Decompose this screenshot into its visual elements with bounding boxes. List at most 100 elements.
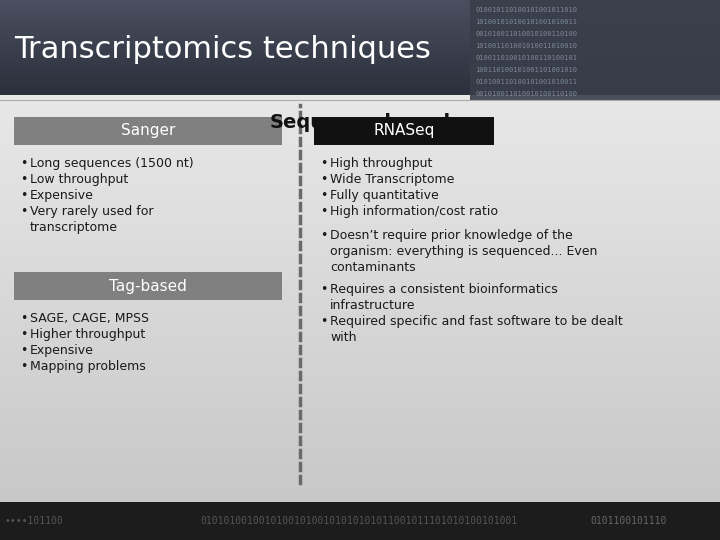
Bar bbox=[0, 350, 720, 351]
Bar bbox=[0, 104, 720, 105]
Bar bbox=[0, 309, 720, 310]
Bar bbox=[0, 16, 720, 17]
Text: RNASeq: RNASeq bbox=[373, 124, 435, 138]
Bar bbox=[0, 35, 720, 36]
Bar bbox=[0, 384, 720, 385]
Text: Mapping problems: Mapping problems bbox=[30, 360, 145, 373]
Bar bbox=[0, 415, 720, 416]
Bar bbox=[0, 85, 720, 86]
Bar bbox=[0, 286, 720, 287]
Bar bbox=[0, 468, 720, 469]
Text: •: • bbox=[20, 328, 27, 341]
Bar bbox=[0, 397, 720, 398]
Bar bbox=[0, 497, 720, 498]
Bar bbox=[0, 458, 720, 459]
Bar bbox=[0, 257, 720, 258]
Bar bbox=[0, 424, 720, 425]
Bar bbox=[0, 287, 720, 288]
Bar bbox=[0, 178, 720, 179]
Bar bbox=[0, 116, 720, 117]
Bar bbox=[0, 318, 720, 319]
Text: Transcriptomics techniques: Transcriptomics techniques bbox=[14, 36, 431, 64]
Bar bbox=[0, 23, 720, 24]
Bar bbox=[0, 160, 720, 161]
Bar bbox=[0, 46, 720, 47]
Bar bbox=[0, 407, 720, 408]
Bar bbox=[0, 496, 720, 497]
Text: Long sequences (1500 nt): Long sequences (1500 nt) bbox=[30, 157, 194, 170]
Bar bbox=[0, 395, 720, 396]
Bar bbox=[0, 83, 720, 84]
Bar bbox=[0, 98, 720, 99]
Bar bbox=[0, 366, 720, 367]
Bar bbox=[0, 24, 720, 25]
Bar bbox=[0, 189, 720, 190]
Bar bbox=[0, 267, 720, 268]
Bar bbox=[14, 117, 282, 145]
Bar bbox=[0, 463, 720, 464]
Bar bbox=[0, 283, 720, 284]
Bar bbox=[0, 43, 720, 44]
Bar bbox=[0, 148, 720, 149]
Bar bbox=[0, 328, 720, 329]
Bar bbox=[0, 297, 720, 298]
Bar bbox=[0, 196, 720, 197]
Bar bbox=[0, 65, 720, 66]
Bar bbox=[0, 219, 720, 220]
Bar bbox=[0, 436, 720, 437]
Bar bbox=[0, 136, 720, 137]
Bar bbox=[0, 475, 720, 476]
Bar bbox=[0, 307, 720, 308]
Bar bbox=[0, 382, 720, 383]
Bar bbox=[0, 311, 720, 312]
Bar bbox=[0, 89, 720, 90]
Bar bbox=[0, 95, 720, 96]
Bar bbox=[0, 97, 720, 98]
Bar bbox=[0, 282, 720, 283]
Bar bbox=[0, 129, 720, 130]
Bar bbox=[0, 150, 720, 151]
Bar bbox=[0, 265, 720, 266]
Bar bbox=[0, 200, 720, 201]
Bar bbox=[0, 385, 720, 386]
Bar bbox=[0, 117, 720, 118]
Bar bbox=[0, 485, 720, 486]
Bar bbox=[0, 269, 720, 270]
Bar bbox=[0, 489, 720, 490]
Bar bbox=[0, 246, 720, 247]
Bar bbox=[0, 220, 720, 221]
Bar bbox=[0, 383, 720, 384]
Bar bbox=[0, 113, 720, 114]
Bar bbox=[0, 193, 720, 194]
Bar bbox=[0, 131, 720, 132]
Bar bbox=[0, 421, 720, 422]
Bar bbox=[0, 306, 720, 307]
Bar bbox=[0, 388, 720, 389]
Bar bbox=[0, 42, 720, 43]
Bar bbox=[0, 248, 720, 249]
Bar bbox=[0, 201, 720, 202]
Bar bbox=[0, 326, 720, 327]
Bar bbox=[0, 344, 720, 345]
Bar bbox=[0, 258, 720, 259]
Bar bbox=[0, 153, 720, 154]
Bar bbox=[0, 100, 720, 101]
Bar bbox=[0, 290, 720, 291]
Bar bbox=[0, 11, 720, 12]
Text: •: • bbox=[320, 205, 328, 218]
Bar bbox=[0, 97, 720, 98]
Text: •: • bbox=[20, 205, 27, 218]
Bar bbox=[0, 329, 720, 330]
Bar bbox=[0, 90, 720, 91]
Bar bbox=[0, 488, 720, 489]
Bar bbox=[0, 422, 720, 423]
Text: •: • bbox=[320, 229, 328, 242]
Bar bbox=[0, 209, 720, 210]
Bar bbox=[0, 208, 720, 209]
Bar bbox=[0, 345, 720, 346]
Text: Higher throughput: Higher throughput bbox=[30, 328, 145, 341]
Bar bbox=[0, 237, 720, 238]
Bar bbox=[0, 64, 720, 65]
Bar bbox=[0, 413, 720, 414]
Bar bbox=[0, 198, 720, 199]
